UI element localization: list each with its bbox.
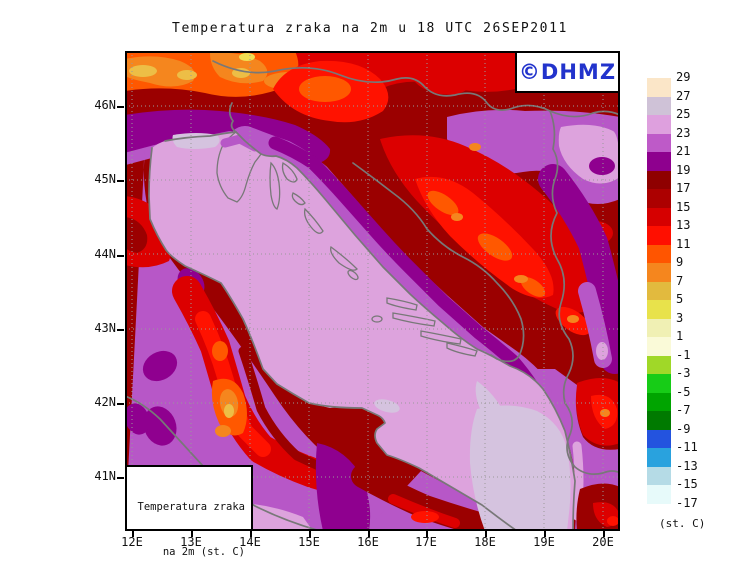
lat-tick bbox=[117, 403, 124, 405]
colorbar-tick-label: -9 bbox=[676, 421, 691, 436]
colorbar-tick-label: -1 bbox=[676, 347, 691, 362]
colorbar-cell bbox=[647, 485, 671, 504]
temperature-field bbox=[125, 51, 620, 531]
colorbar-tick-label: 5 bbox=[676, 292, 684, 307]
lat-label-46N: 46N bbox=[94, 98, 116, 112]
colorbar-tick-label: 13 bbox=[676, 218, 691, 233]
lon-label-17E: 17E bbox=[415, 535, 437, 549]
lon-tick bbox=[544, 531, 546, 537]
colorbar-cell bbox=[647, 374, 671, 393]
colorbar-tick-label: 9 bbox=[676, 255, 684, 270]
temperature-field-svg bbox=[125, 51, 620, 531]
lon-label-15E: 15E bbox=[298, 535, 320, 549]
lat-tick bbox=[117, 106, 124, 108]
lat-tick bbox=[117, 255, 124, 257]
lon-label-12E: 12E bbox=[121, 535, 143, 549]
info-line: Temperatura zraka bbox=[137, 501, 245, 513]
colorbar-tick-label: 29 bbox=[676, 70, 691, 84]
lon-tick bbox=[191, 531, 193, 537]
colorbar-cell bbox=[647, 78, 671, 97]
info-line: na 2m (st. C) bbox=[162, 546, 245, 558]
colorbar-cell bbox=[647, 448, 671, 467]
lat-label-44N: 44N bbox=[94, 247, 116, 261]
colorbar-tick-label: 11 bbox=[676, 236, 691, 251]
colorbar-cell bbox=[647, 392, 671, 412]
colorbar-cell bbox=[647, 337, 671, 356]
lon-label-16E: 16E bbox=[357, 535, 379, 549]
lon-tick bbox=[132, 531, 134, 537]
colorbar-cell bbox=[647, 226, 671, 245]
colorbar-tick-label: 1 bbox=[676, 329, 684, 344]
colorbar-tick-label: 23 bbox=[676, 125, 691, 140]
colorbar-tick-label: 21 bbox=[676, 144, 691, 159]
colorbar-tick-label: 25 bbox=[676, 107, 691, 122]
colorbar-cell bbox=[647, 281, 671, 301]
colorbar-cell bbox=[647, 133, 671, 153]
lon-tick bbox=[603, 531, 605, 537]
lon-label-18E: 18E bbox=[474, 535, 496, 549]
colorbar-tick-label: 3 bbox=[676, 310, 684, 325]
colorbar-tick-label: -13 bbox=[676, 458, 698, 473]
lon-label-20E: 20E bbox=[592, 535, 614, 549]
islands bbox=[269, 161, 478, 357]
lon-tick bbox=[309, 531, 311, 537]
page-title: Temperatura zraka na 2m u 18 UTC 26SEP20… bbox=[172, 21, 568, 36]
colorbar-tick-label: -3 bbox=[676, 366, 691, 381]
colorbar-tick-label: -7 bbox=[676, 403, 691, 418]
map-frame bbox=[125, 51, 620, 531]
lon-tick bbox=[250, 531, 252, 537]
lon-label-19E: 19E bbox=[533, 535, 555, 549]
colorbar-unit-label: (st. C) bbox=[659, 517, 706, 530]
colorbar-tick-label: 17 bbox=[676, 181, 691, 196]
colorbar-cell bbox=[647, 96, 671, 116]
colorbar-cell bbox=[647, 429, 671, 449]
temperature-map: ©DHMZ Temperatura zraka na 2m (st. C) st… bbox=[125, 51, 620, 558]
colorbar-cell bbox=[647, 152, 671, 171]
country-borders bbox=[212, 60, 620, 475]
colorbar-tick-label: -15 bbox=[676, 477, 698, 492]
lon-tick bbox=[485, 531, 487, 537]
graticule bbox=[125, 51, 620, 531]
colorbar-cell bbox=[647, 300, 671, 319]
colorbar-cell bbox=[647, 466, 671, 486]
colorbar-cell bbox=[647, 189, 671, 208]
lat-tick bbox=[117, 477, 124, 479]
colorbar-cell bbox=[647, 411, 671, 430]
colorbar-cell bbox=[647, 115, 671, 134]
colorbar-cell bbox=[647, 170, 671, 190]
run-info-box: Temperatura zraka na 2m (st. C) start 00… bbox=[125, 465, 253, 558]
lon-tick bbox=[368, 531, 370, 537]
lon-label-14E: 14E bbox=[239, 535, 261, 549]
colorbar-tick-label: 19 bbox=[676, 162, 691, 177]
dhmz-logo-text: ©DHMZ bbox=[518, 60, 617, 84]
colorbar-cell bbox=[647, 263, 671, 282]
colorbar-tick-label: 27 bbox=[676, 88, 691, 103]
lat-label-45N: 45N bbox=[94, 172, 116, 186]
colorbar-cell bbox=[647, 318, 671, 338]
colorbar-tick-label: 15 bbox=[676, 199, 691, 214]
colorbar-tick-label: 7 bbox=[676, 273, 684, 288]
lat-tick bbox=[117, 180, 124, 182]
lat-label-43N: 43N bbox=[94, 321, 116, 335]
colorbar-cell bbox=[647, 244, 671, 264]
colorbar-tick-label: -11 bbox=[676, 440, 698, 455]
lat-tick bbox=[117, 329, 124, 331]
colorbar-cell bbox=[647, 207, 671, 227]
colorbar-tick-label: -17 bbox=[676, 495, 698, 510]
colorbar-cell bbox=[647, 355, 671, 375]
lon-label-13E: 13E bbox=[180, 535, 202, 549]
lon-tick bbox=[426, 531, 428, 537]
colorbar-tick-label: -5 bbox=[676, 384, 691, 399]
lat-label-41N: 41N bbox=[94, 469, 116, 483]
lat-label-42N: 42N bbox=[94, 395, 116, 409]
dhmz-logo-badge: ©DHMZ bbox=[515, 51, 620, 93]
